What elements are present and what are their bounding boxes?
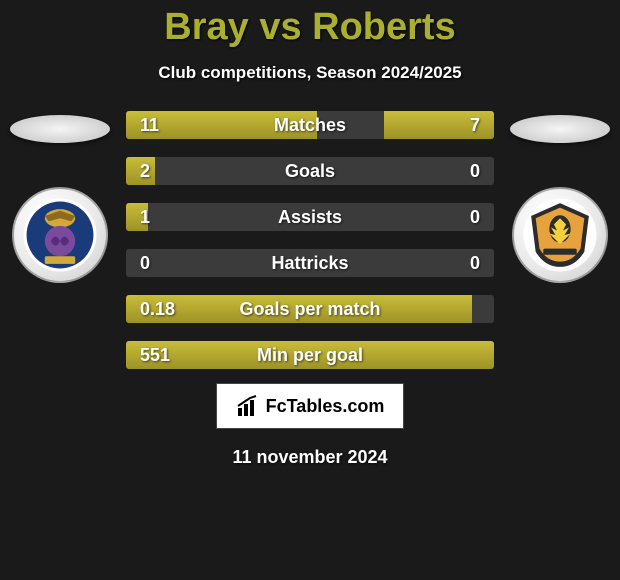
footer-date: 11 november 2024 [232, 447, 387, 468]
stat-row: 20Goals [126, 157, 494, 185]
right-player-col [500, 111, 620, 283]
page-subtitle: Club competitions, Season 2024/2025 [158, 63, 461, 83]
stat-label: Assists [126, 207, 494, 228]
stat-label: Matches [126, 115, 494, 136]
shield-icon [22, 197, 98, 273]
stat-row: 10Assists [126, 203, 494, 231]
brand-badge[interactable]: FcTables.com [216, 383, 404, 429]
stat-label: Goals per match [126, 299, 494, 320]
stat-row: 551Min per goal [126, 341, 494, 369]
pedestal-right [510, 115, 610, 143]
page-title: Bray vs Roberts [164, 6, 455, 49]
brand-text: FcTables.com [266, 396, 385, 417]
stat-label: Min per goal [126, 345, 494, 366]
stat-row: 00Hattricks [126, 249, 494, 277]
club-crest-left [12, 187, 108, 283]
stat-label: Goals [126, 161, 494, 182]
main-area: 117Matches 20Goals 10Assists 00Hattricks 0.1… [0, 111, 620, 369]
stat-bars: 117Matches 20Goals 10Assists 00Hattricks 0.1… [120, 111, 500, 369]
comparison-card: Bray vs Roberts Club competitions, Seaso… [0, 0, 620, 468]
shield-icon [522, 197, 598, 273]
stat-row: 0.18Goals per match [126, 295, 494, 323]
stat-label: Hattricks [126, 253, 494, 274]
club-crest-right [512, 187, 608, 283]
left-player-col [0, 111, 120, 283]
chart-icon [236, 394, 260, 418]
stat-row: 117Matches [126, 111, 494, 139]
pedestal-left [10, 115, 110, 143]
